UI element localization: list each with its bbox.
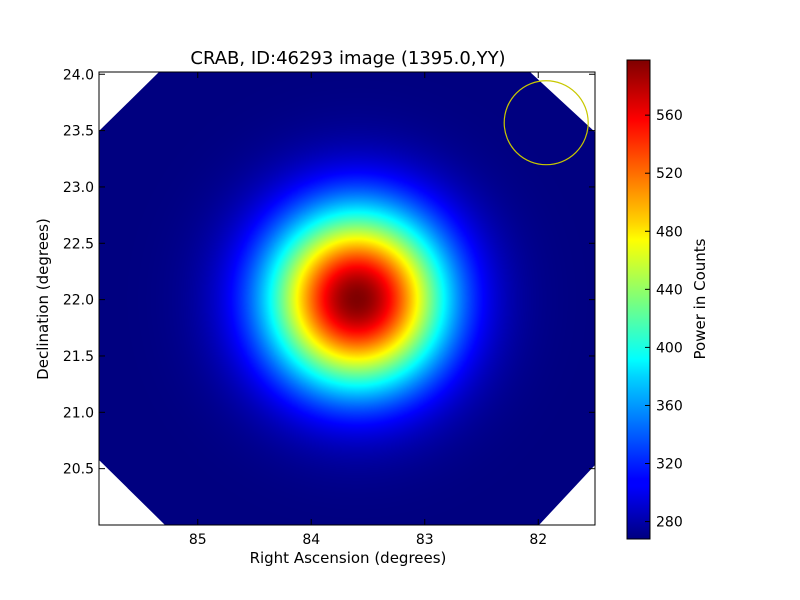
heatmap-image — [99, 72, 595, 525]
colorbar — [626, 59, 651, 540]
beam-circle — [503, 80, 589, 166]
colorbar-label: Power in Counts — [691, 238, 709, 359]
y-tick-label: 23.0 — [63, 180, 94, 196]
x-tick-label: 82 — [529, 532, 547, 548]
chart-title: CRAB, ID:46293 image (1395.0,YY) — [190, 48, 505, 69]
corner-mask-tr — [530, 72, 595, 132]
x-axis-label: Right Ascension (degrees) — [250, 549, 447, 567]
x-tick-label: 83 — [416, 532, 434, 548]
y-tick-label: 24.0 — [63, 67, 94, 83]
y-tick-label: 20.5 — [63, 462, 94, 478]
y-tick-label: 21.0 — [63, 405, 94, 421]
corner-mask-br — [539, 465, 595, 525]
y-tick-label: 22.0 — [63, 293, 94, 309]
colorbar-tick-label: 520 — [656, 166, 683, 182]
colorbar-tick-label: 320 — [656, 457, 683, 473]
y-axis-ticks: 20.5 21.0 21.5 22.0 22.5 23.0 23.5 24.0 — [63, 67, 595, 478]
colorbar-tick-label: 440 — [656, 282, 683, 298]
y-tick-label: 22.5 — [63, 236, 94, 252]
colorbar-tick-label: 280 — [656, 515, 683, 531]
colorbar-ticks: 280 320 360 400 440 480 520 560 — [645, 108, 683, 531]
colorbar-tick-label: 560 — [656, 108, 683, 124]
y-axis-label: Declination (degrees) — [34, 218, 52, 380]
y-tick-label: 21.5 — [63, 349, 94, 365]
colorbar-tick-label: 480 — [656, 224, 683, 240]
x-tick-label: 84 — [302, 532, 320, 548]
plot-area — [99, 72, 595, 525]
x-axis-ticks: 85 84 83 82 — [189, 72, 547, 548]
plot-frame — [98, 71, 596, 526]
corner-mask-bl — [99, 460, 165, 525]
colorbar-tick-label: 400 — [656, 340, 683, 356]
y-tick-label: 23.5 — [63, 124, 94, 140]
colorbar-tick-label: 360 — [656, 398, 683, 414]
x-tick-label: 85 — [189, 532, 207, 548]
corner-mask-tl — [99, 72, 159, 131]
